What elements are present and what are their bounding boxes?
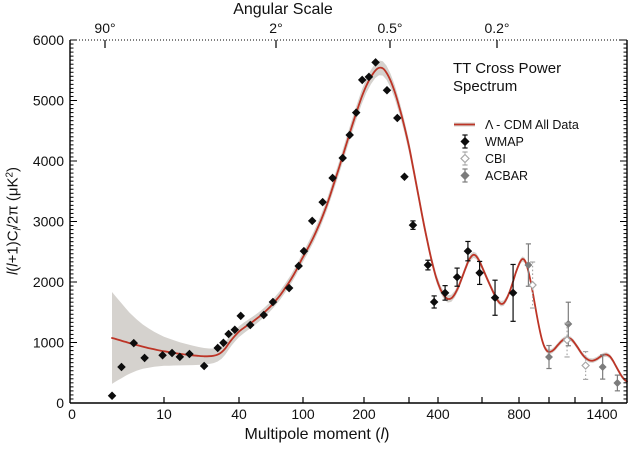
legend: TT Cross Power Spectrum Λ - CDM All Data… (453, 60, 625, 184)
legend-items: Λ - CDM All Data WMAP CBI ACBAR (453, 116, 625, 184)
y-tick-label: 0 (56, 395, 64, 411)
top-axis-tick-label-0p5deg: 0.5° (377, 20, 403, 36)
lcdm-model-curve (111, 66, 628, 383)
wmap-data-points (107, 58, 518, 401)
legend-entry-label: CBI (485, 151, 506, 166)
y-tick-label: 1000 (33, 335, 64, 351)
top-axis-tick-label-90deg: 90° (94, 20, 116, 36)
legend-entry-acbar: ACBAR (453, 167, 625, 184)
acbar-diamond-marker-icon (453, 167, 477, 184)
axis-tick-labels: 0 1000 2000 3000 4000 5000 6000 0 10 40 100 200 400 8… (33, 32, 618, 422)
y-tick-label: 2000 (33, 274, 64, 290)
y-tick-label: 4000 (33, 153, 64, 169)
cbi-data-points (528, 261, 590, 381)
y-tick-label: 3000 (33, 214, 64, 230)
y-axis-label: l(l+1)Cl/2π (μK2) (4, 166, 24, 276)
x-axis-label: Multipole moment (l) (244, 426, 390, 443)
y-tick-label: 5000 (33, 93, 64, 109)
top-axis-title: Angular Scale (233, 1, 333, 18)
x-tick-label: 40 (231, 406, 247, 422)
legend-entry-wmap: WMAP (453, 133, 625, 150)
x-tick-label: 1400 (586, 406, 617, 422)
cosmic-variance-band (112, 60, 627, 384)
legend-entry-label: Λ - CDM All Data (485, 117, 579, 132)
x-tick-label: 100 (291, 406, 315, 422)
acbar-data-points (524, 243, 622, 392)
x-tick-label: 10 (156, 406, 172, 422)
x-tick-label: 400 (426, 406, 450, 422)
legend-title: TT Cross Power Spectrum (453, 60, 562, 95)
legend-entry-cbi: CBI (453, 150, 625, 167)
legend-entry-label: WMAP (485, 134, 524, 149)
legend-entry-label: ACBAR (485, 168, 529, 183)
x-tick-label: 200 (352, 406, 376, 422)
axis-ticks (70, 39, 627, 404)
wmap-diamond-marker-icon (453, 133, 477, 150)
x-tick-label: 800 (507, 406, 531, 422)
top-axis-tick-label-2deg: 2° (269, 20, 283, 36)
y-tick-label: 6000 (33, 32, 64, 48)
lcdm-line-marker-icon (453, 116, 477, 133)
legend-entry-lcdm: Λ - CDM All Data (453, 116, 625, 133)
x-tick-label: 0 (68, 406, 76, 422)
top-axis-tick-label-0p2deg: 0.2° (484, 20, 510, 36)
cbi-diamond-marker-icon (453, 150, 477, 167)
